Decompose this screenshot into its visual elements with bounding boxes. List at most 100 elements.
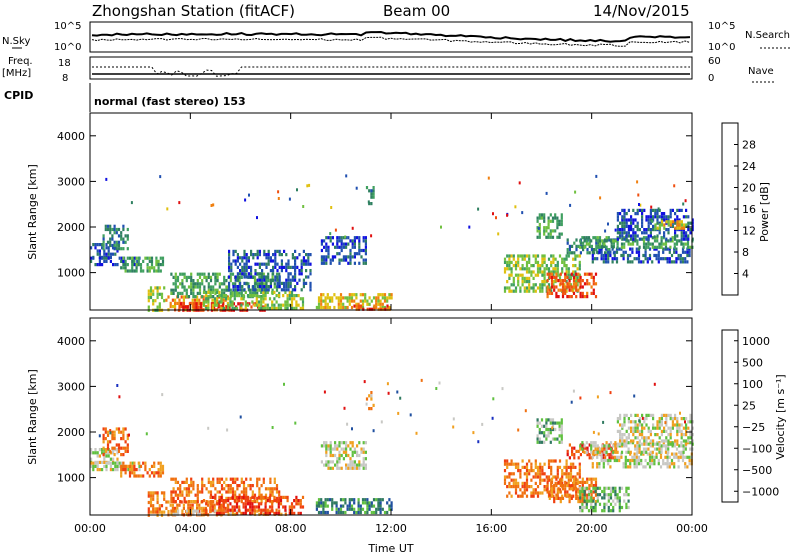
power-cell — [283, 265, 286, 269]
power-cell — [235, 306, 239, 310]
velocity-cell — [255, 505, 258, 509]
velocity-cell — [238, 499, 241, 503]
power-cell — [534, 289, 537, 293]
velocity-cell — [660, 417, 663, 421]
power-cell — [278, 281, 281, 285]
velocity-cell — [388, 498, 391, 502]
power-cell — [561, 291, 565, 295]
velocity-cell — [158, 510, 161, 514]
power-cell — [267, 253, 270, 257]
power-cell — [673, 260, 676, 264]
power-cell — [534, 254, 537, 258]
power-cell — [294, 249, 297, 253]
velocity-cell — [338, 441, 341, 445]
velocity-cell — [645, 447, 648, 451]
velocity-cell — [603, 486, 606, 490]
power-cell — [532, 254, 535, 258]
velocity-cell — [654, 426, 657, 430]
power-cell — [525, 280, 529, 284]
velocity-cell — [532, 469, 535, 473]
velocity-cell — [124, 449, 127, 453]
power-cell — [595, 238, 598, 242]
velocity-cell — [572, 465, 575, 469]
power-cell — [260, 306, 263, 310]
power-cell — [622, 253, 625, 258]
power-cell — [551, 219, 555, 223]
velocity-cell — [340, 466, 343, 470]
power-cell — [556, 273, 559, 277]
power-cell — [158, 292, 161, 296]
velocity-cell — [122, 430, 125, 434]
power-cell — [550, 291, 554, 295]
power-cell — [668, 257, 671, 261]
power-cell — [296, 281, 299, 285]
power-cell — [94, 243, 97, 247]
power-cell — [386, 296, 389, 300]
power-cell — [232, 288, 235, 292]
velocity-cell — [618, 489, 621, 494]
power-cell — [364, 236, 367, 240]
power-cell — [252, 288, 255, 292]
velocity-cell — [576, 494, 579, 498]
velocity-cell — [253, 512, 257, 516]
velocity-cell — [594, 480, 598, 484]
velocity-cell — [359, 507, 362, 511]
power-cell — [328, 305, 332, 310]
power-cell — [171, 298, 174, 302]
power-cell — [245, 259, 248, 263]
velocity-cell — [632, 429, 635, 433]
velocity-cell — [586, 496, 589, 500]
velocity-cell — [620, 452, 623, 456]
power-cell — [653, 247, 656, 251]
velocity-cell — [327, 463, 330, 467]
power-cell — [196, 295, 199, 299]
power-cell — [325, 261, 328, 265]
velocity-cell — [553, 484, 556, 488]
power-ytick-label: 1000 — [57, 267, 85, 280]
velocity-cell — [539, 462, 542, 466]
velocity-cell — [638, 444, 641, 448]
velocity-cell — [654, 442, 657, 446]
power-cell — [122, 227, 125, 232]
power-cell — [205, 306, 208, 310]
power-cell — [101, 243, 104, 247]
power-cell — [514, 289, 518, 293]
power-cell — [665, 215, 668, 219]
power-cell — [604, 247, 608, 251]
velocity-cell — [266, 511, 269, 515]
velocity-cell — [605, 493, 608, 497]
power-cell — [92, 243, 95, 247]
power-cell — [566, 251, 569, 255]
velocity-cell — [224, 510, 227, 514]
velocity-cell — [577, 490, 580, 494]
velocity-cell — [157, 474, 160, 478]
power-cell — [207, 303, 210, 307]
power-cell — [147, 289, 150, 293]
power-cell — [207, 290, 210, 294]
power-cell — [541, 260, 544, 264]
velocity-xtick-label: 04:00 — [174, 522, 206, 535]
velocity-cell — [190, 480, 193, 484]
power-cell — [234, 285, 237, 289]
velocity-cell — [152, 494, 155, 498]
velocity-cell — [179, 493, 182, 497]
velocity-cell — [660, 413, 663, 417]
power-cell — [390, 296, 393, 300]
velocity-cell — [571, 446, 574, 450]
velocity-cell — [214, 487, 217, 491]
power-cell — [223, 291, 226, 295]
velocity-cell — [614, 489, 617, 494]
power-cell — [276, 269, 279, 273]
power-cell — [686, 245, 690, 249]
power-cell — [253, 275, 257, 279]
velocity-cell — [379, 510, 382, 515]
power-cell — [330, 206, 333, 209]
velocity-cell — [553, 437, 556, 441]
velocity-cell — [551, 426, 554, 430]
velocity-cell — [648, 452, 652, 456]
power-cell — [543, 232, 546, 236]
velocity-cell — [346, 507, 349, 511]
velocity-cell — [631, 441, 635, 445]
velocity-cell — [687, 420, 690, 424]
velocity-cell — [327, 447, 330, 451]
